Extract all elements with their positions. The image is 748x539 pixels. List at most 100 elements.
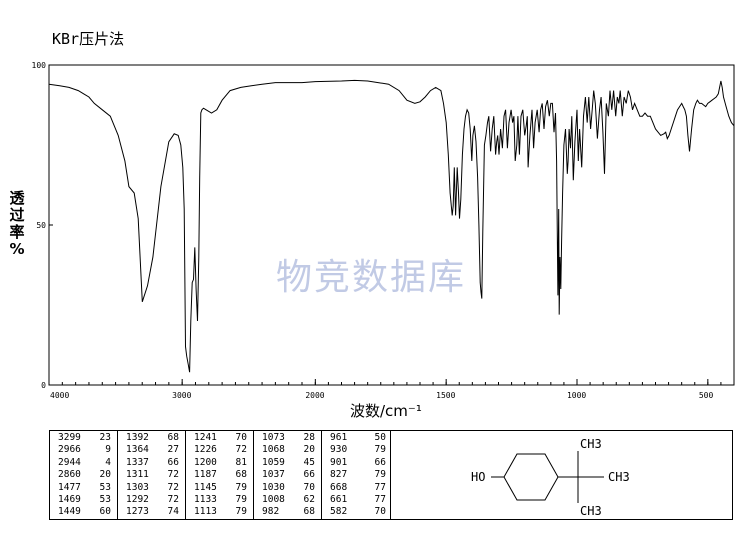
peak-row: 1273 74 <box>118 506 185 518</box>
peak-wavenumber: 1311 <box>126 469 149 481</box>
peak-transmittance: 28 <box>303 432 315 443</box>
peak-wavenumber: 1241 <box>194 432 217 443</box>
peak-transmittance: 72 <box>167 481 179 493</box>
peak-row: 2944 4 <box>50 457 117 469</box>
peak-table-column: 961 50 930 79 901 66 827 79 668 77 661 77 582 70 <box>322 431 392 519</box>
peak-row: 1068 20 <box>254 444 321 456</box>
peak-row: 901 66 <box>322 457 392 469</box>
x-axis-ticks: 4000 3000 2000 1500 1000 500 <box>48 379 735 400</box>
peak-wavenumber: 1477 <box>58 481 81 493</box>
peak-transmittance: 9 <box>105 444 111 456</box>
peak-row: 982 68 <box>254 506 321 518</box>
peak-row: 827 79 <box>322 469 392 481</box>
peak-row: 2860 20 <box>50 469 117 481</box>
peak-row: 1364 27 <box>118 444 185 456</box>
y-label-char: 过 <box>9 206 25 224</box>
peak-wavenumber: 1449 <box>58 506 81 518</box>
peak-transmittance: 77 <box>374 481 386 493</box>
peak-wavenumber: 1073 <box>262 432 285 443</box>
peak-row: 1292 72 <box>118 494 185 506</box>
peak-table-column: 1073 28 1068 20 1059 45 1037 66 1030 70 1008 62 982 6… <box>254 431 322 519</box>
x-axis-label: 波数/cm⁻¹ <box>350 402 422 420</box>
peak-wavenumber: 1226 <box>194 444 217 456</box>
peak-row: 930 79 <box>322 444 392 456</box>
peak-wavenumber: 2860 <box>58 469 81 481</box>
peak-transmittance: 68 <box>167 432 179 443</box>
peak-table: 3299 23 2966 9 2944 4 2860 20 1477 53 1469 53 1449 60… <box>49 430 391 520</box>
spectrum-line <box>48 79 735 373</box>
peak-transmittance: 79 <box>235 494 247 506</box>
peak-wavenumber: 1292 <box>126 494 149 506</box>
peak-transmittance: 20 <box>303 444 315 456</box>
peak-transmittance: 81 <box>235 456 247 468</box>
peak-row: 1303 72 <box>118 482 185 494</box>
peak-row: 1030 70 <box>254 482 321 494</box>
peak-transmittance: 4 <box>105 456 111 468</box>
peak-transmittance: 68 <box>235 469 247 481</box>
x-tick-label: 2000 <box>305 391 324 400</box>
x-tick-label: 1500 <box>436 391 455 400</box>
peak-row: 1037 66 <box>254 469 321 481</box>
peak-wavenumber: 668 <box>330 481 348 493</box>
peak-transmittance: 53 <box>99 494 111 506</box>
peak-row: 668 77 <box>322 482 392 494</box>
peak-table-column: 1392 68 1364 27 1337 66 1311 72 1303 72 1292 72 1273… <box>118 431 186 519</box>
peak-wavenumber: 1133 <box>194 494 217 506</box>
peak-wavenumber: 1008 <box>262 494 285 506</box>
y-label-char: 率 <box>9 223 25 241</box>
peak-transmittance: 72 <box>167 494 179 506</box>
peak-transmittance: 66 <box>167 456 179 468</box>
peak-transmittance: 50 <box>374 432 386 443</box>
peak-wavenumber: 1392 <box>126 432 149 443</box>
y-axis-label: 透 过 率 % <box>6 190 28 258</box>
peak-transmittance: 60 <box>99 506 111 518</box>
peak-wavenumber: 1030 <box>262 481 285 493</box>
peak-wavenumber: 2944 <box>58 456 81 468</box>
peak-transmittance: 74 <box>167 506 179 518</box>
peak-row: 1113 79 <box>186 506 253 518</box>
peak-row: 1469 53 <box>50 494 117 506</box>
peak-row: 1449 60 <box>50 506 117 518</box>
peak-row: 1133 79 <box>186 494 253 506</box>
peak-wavenumber: 1059 <box>262 456 285 468</box>
peak-transmittance: 72 <box>235 444 247 456</box>
page-title: KBr压片法 <box>52 30 125 48</box>
methyl-top: CH3 <box>580 437 602 451</box>
peak-transmittance: 68 <box>303 506 315 518</box>
peak-transmittance: 23 <box>99 432 111 443</box>
molecule-structure: HO CH3 CH3 CH3 <box>471 437 630 518</box>
x-tick-label: 1000 <box>567 391 586 400</box>
peak-wavenumber: 1068 <box>262 444 285 456</box>
peak-wavenumber: 1273 <box>126 506 149 518</box>
peak-wavenumber: 1037 <box>262 469 285 481</box>
peak-row: 1392 68 <box>118 432 185 444</box>
ho-label: HO <box>471 470 485 484</box>
peak-table-column: 3299 23 2966 9 2944 4 2860 20 1477 53 1469 53 1449 60 <box>50 431 118 519</box>
peak-transmittance: 70 <box>303 481 315 493</box>
peak-transmittance: 53 <box>99 481 111 493</box>
peak-wavenumber: 1187 <box>194 469 217 481</box>
ir-spectrum-chart: 4000 3000 2000 1500 1000 500 0 50 100 <box>32 61 735 400</box>
peak-row: 961 50 <box>322 432 392 444</box>
peak-transmittance: 66 <box>303 469 315 481</box>
methyl-right: CH3 <box>608 470 630 484</box>
structure-box: HO CH3 CH3 CH3 <box>391 430 733 520</box>
cyclohexane-ring <box>503 453 559 501</box>
peak-transmittance: 27 <box>167 444 179 456</box>
peak-wavenumber: 901 <box>330 456 348 468</box>
peak-wavenumber: 961 <box>330 432 348 443</box>
peak-transmittance: 70 <box>235 432 247 443</box>
peak-wavenumber: 3299 <box>58 432 81 443</box>
peak-transmittance: 79 <box>235 481 247 493</box>
plot-frame <box>48 64 735 386</box>
peak-transmittance: 79 <box>374 444 386 456</box>
peak-row: 1477 53 <box>50 482 117 494</box>
y-tick-label: 50 <box>36 221 46 230</box>
peak-wavenumber: 982 <box>262 506 280 518</box>
peak-wavenumber: 1337 <box>126 456 149 468</box>
y-tick-label: 0 <box>41 381 46 390</box>
peak-row: 1073 28 <box>254 432 321 444</box>
peak-wavenumber: 661 <box>330 494 348 506</box>
peak-row: 1226 72 <box>186 444 253 456</box>
peak-row: 582 70 <box>322 506 392 518</box>
